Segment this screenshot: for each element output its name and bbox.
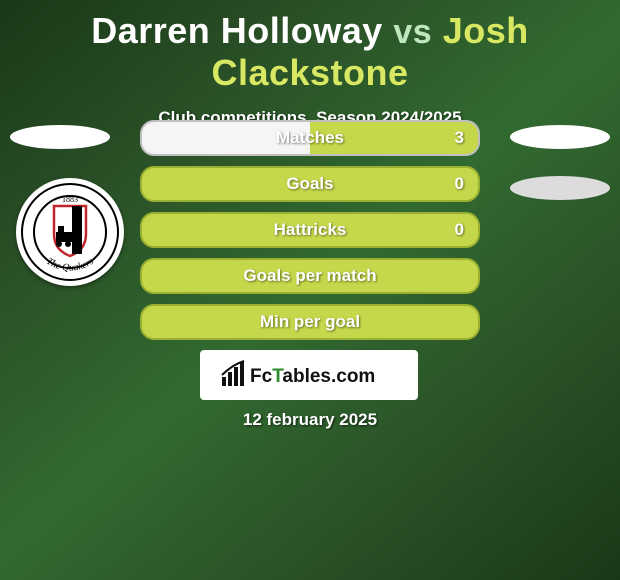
stat-label: Hattricks (274, 220, 347, 240)
stat-label: Goals (286, 174, 333, 194)
stat-row-matches: Matches 3 (140, 120, 480, 156)
svg-text:1883: 1883 (62, 195, 78, 204)
player1-name: Darren Holloway (91, 10, 383, 51)
stat-value: 3 (455, 128, 464, 148)
stat-row-hattricks: Hattricks 0 (140, 212, 480, 248)
ellipse-left (10, 125, 110, 149)
ellipse-right-2 (510, 176, 610, 200)
stat-value: 0 (455, 174, 464, 194)
stat-label: Min per goal (260, 312, 360, 332)
brand-badge: FcTables.com (200, 350, 418, 400)
club-crest: The Quakers 1883 (16, 178, 124, 286)
stat-label: Matches (276, 128, 344, 148)
ellipse-right-1 (510, 125, 610, 149)
stat-row-goals: Goals 0 (140, 166, 480, 202)
stat-row-goals-per-match: Goals per match (140, 258, 480, 294)
stat-value: 0 (455, 220, 464, 240)
footer-date: 12 february 2025 (0, 410, 620, 430)
svg-text:FcTables.com: FcTables.com (250, 366, 375, 387)
stats-container: Matches 3 Goals 0 Hattricks 0 Goals per … (140, 120, 480, 350)
vs-text: vs (393, 13, 432, 51)
chart-icon (222, 361, 244, 386)
stat-row-min-per-goal: Min per goal (140, 304, 480, 340)
stat-label: Goals per match (243, 266, 376, 286)
page-title: Darren Holloway vs Josh Clackstone (0, 0, 620, 94)
